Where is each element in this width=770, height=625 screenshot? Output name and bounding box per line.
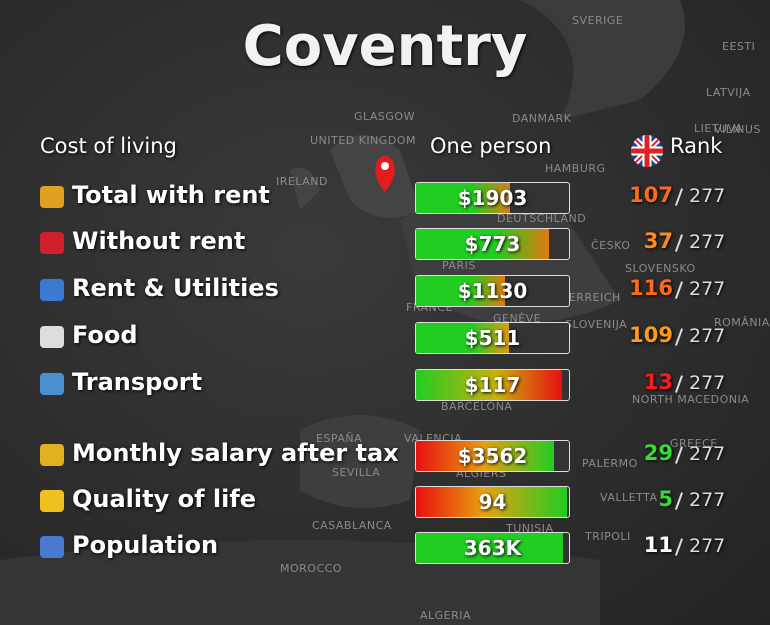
map-label: IRELAND [276,175,328,188]
map-label: SVERIGE [572,14,624,27]
rank-total: 277 [689,443,726,465]
row-label: Food [72,321,138,349]
row-value: $773 [464,232,521,256]
rank-value: 13 [643,370,673,394]
row-icon [40,444,64,466]
rank-value: 116 [629,276,673,300]
location-pin [375,155,395,192]
bar-track: $3562 [415,440,570,472]
rank-total: 277 [689,535,726,557]
map-label: VALLETTA [600,491,658,504]
rank-total: 277 [689,489,726,511]
row-label: Monthly salary after tax [72,439,399,467]
row-value: $511 [464,326,521,350]
rank-total: 277 [689,325,726,347]
map-label: MOROCCO [280,562,342,575]
row-label: Without rent [72,227,246,255]
bar-track: $1130 [415,275,570,307]
bar-fill [416,370,563,400]
row-icon [40,536,64,558]
rank-value: 11 [643,533,673,557]
rank-value: 107 [629,183,673,207]
map-label: SEVILLA [332,466,381,479]
map-label: SLOVENSKO [625,262,696,275]
map-label: PARIS [442,259,476,272]
rank-total: 277 [689,231,726,253]
rank-total: 277 [689,372,726,394]
bar-track: 94 [415,486,570,518]
map-label: CASABLANCA [312,519,392,532]
uk-flag [631,135,663,167]
row-value: $1130 [457,279,528,303]
section-header: Cost of living [40,134,177,158]
row-label: Rent & Utilities [72,274,279,302]
row-icon [40,232,64,254]
map-label: GLASGOW [354,110,415,123]
row-label: Transport [72,368,203,396]
row-label: Population [72,531,219,559]
row-icon [40,490,64,512]
row-label: Total with rent [72,181,270,209]
bar-fill [416,276,506,306]
rank-header: Rank [670,134,723,158]
rank-value: 37 [643,229,673,253]
row-icon [40,279,64,301]
map-label: ROMÂNIA [714,316,770,329]
map-label: ESPAÑA [316,432,363,445]
row-label: Quality of life [72,485,257,513]
map-label: DEUTSCHLAND [497,212,587,225]
column-header: One person [430,134,552,158]
row-value: $1903 [457,186,528,210]
map-label: ČESKO [591,239,631,252]
map-label: EESTI [722,40,756,53]
map-label: GENÈVE [493,312,542,325]
bar-fill [416,183,511,213]
map-label: TUNISIA [506,522,554,535]
rank-total: 277 [689,278,726,300]
bar-track: $773 [415,228,570,260]
map-label: DANMARK [512,112,572,125]
map-label: VILNIUS [714,123,761,136]
row-icon [40,186,64,208]
row-value: $117 [464,373,521,397]
row-icon [40,373,64,395]
map-label: NORTH MACEDONIA [632,393,750,406]
map-label: ALGERIA [420,609,472,622]
rank-value: 29 [643,441,673,465]
map-label: LATVIJA [706,86,751,99]
map-label: HAMBURG [545,162,606,175]
bar-track: $1903 [415,182,570,214]
title: Coventry [242,14,528,79]
bar-track: $511 [415,322,570,354]
bar-fill [416,229,550,259]
map-label: PALERMO [582,457,638,470]
row-value: $3562 [457,444,528,468]
bar-track: $117 [415,369,570,401]
bar-fill [416,487,567,517]
row-value: 94 [478,490,507,514]
bar-track: 363K [415,532,570,564]
map-label: LIETUVA [694,122,743,135]
map-label: UNITED KINGDOM [310,134,416,147]
rank-value: 109 [629,323,673,347]
bar-fill [416,533,564,563]
row-icon [40,326,64,348]
bar-fill [416,441,554,471]
rank-value: 5 [658,487,673,511]
bar-fill [416,323,510,353]
row-value: 363K [463,536,522,560]
map-label: BARCELONA [441,400,513,413]
rank-total: 277 [689,185,726,207]
map-label: TRIPOLI [585,530,631,543]
map-label: SLOVENIJA [565,318,628,331]
